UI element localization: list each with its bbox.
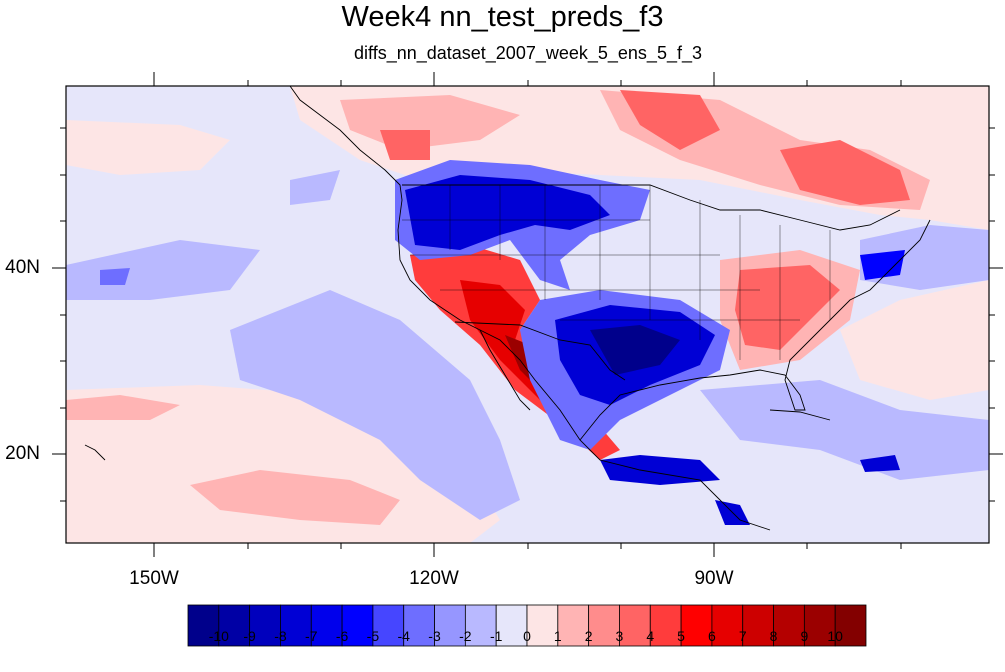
lat-minor-ticks [60,127,995,502]
colorbar-label: 7 [738,628,747,644]
lat-label-20n: 20N [5,443,40,464]
colorbar-label: -4 [397,628,410,644]
coastline-na [289,86,771,531]
colorbar-label: 2 [584,628,593,644]
us-mexico-border [454,321,626,381]
anomaly-negative-6 [405,175,610,250]
colorbar-label: -3 [428,628,441,644]
colorbar-label: 6 [708,628,716,644]
colorbar-swatch [742,604,774,647]
colorbar-swatch [711,604,744,647]
anomaly-negative-6 [860,455,900,472]
colorbar-label: 1 [553,628,562,644]
state-boundaries [402,185,831,360]
colorbar-swatch [773,604,805,647]
lon-label-150w: 150W [129,568,179,589]
anomaly-negative-2 [230,290,520,520]
anomaly-positive-1 [66,120,230,175]
colorbar-label: 5 [677,628,685,644]
colorbar-label: -9 [243,628,256,644]
axis-ticks [52,72,1003,557]
anomaly-map [52,72,1003,557]
lat-label-40n: 40N [5,257,40,278]
colorbar-swatch [249,604,281,647]
colorbar-label: -2 [459,628,472,644]
colorbar-swatch [557,604,590,647]
colorbar-swatch [680,604,713,647]
colorbar-label: -7 [305,628,318,644]
page-subtitle: diffs_nn_dataset_2007_week_5_ens_5_f_3 [354,43,702,63]
colorbar-label: 0 [523,628,531,644]
anomaly-negative-2 [290,170,340,205]
colorbar-label: 9 [800,628,809,644]
colorbar-label: 4 [646,628,655,644]
colorbar-swatch [526,604,559,647]
coastline-gulf [579,219,931,441]
colorbar-swatch [434,604,466,647]
colorbar-swatch [834,604,867,647]
anomaly-positive-2 [66,395,180,420]
anomaly-positive-4 [780,140,910,205]
anomaly-negative-3 [100,268,130,285]
lon-minor-ticks [247,80,902,549]
anomaly-negative-2 [700,380,989,480]
colorbar-swatch [372,604,405,647]
colorbar-label: 10 [827,628,843,644]
colorbar-swatch [649,604,682,647]
colorbar-label: -5 [366,628,380,644]
lon-label-90w: 90W [694,568,734,589]
us-canada-border [402,184,901,231]
anomaly-positive-4 [735,265,840,350]
colorbar-label: 8 [769,628,778,644]
colorbar-label: -8 [274,628,287,644]
anomaly-negative-5 [860,250,905,280]
colorbar-label: -1 [489,628,503,644]
colorbar-label: 3 [615,628,624,644]
colorbar-swatch [619,604,651,647]
colorbar-swatch [310,604,343,647]
anomaly-field [66,86,989,543]
anomaly-positive-4 [620,90,720,150]
colorbar-label: -6 [335,628,349,644]
anomaly-negative-6 [600,455,720,485]
page-title: Week4 nn_test_preds_f3 [341,1,664,33]
state-lines [402,185,831,360]
anomaly-negative-9 [590,325,680,375]
colorbar-swatch [495,604,528,647]
lon-major-ticks [153,72,715,557]
coastline-baja [479,329,531,411]
lon-label-120w: 120W [409,568,459,589]
colorbar-swatch [280,604,312,647]
colorbar-swatch [341,604,374,647]
anomaly-positive-4 [380,130,430,160]
colorbar-swatch [218,604,251,647]
lat-major-ticks [52,267,1003,455]
coastlines [84,86,931,531]
anomaly-positive-2 [190,470,400,525]
hawaii [84,444,106,461]
colorbar-label: -10 [208,628,229,644]
cuba [769,409,831,421]
colorbar-swatch [403,604,435,647]
anomaly-positive-1 [840,280,989,400]
